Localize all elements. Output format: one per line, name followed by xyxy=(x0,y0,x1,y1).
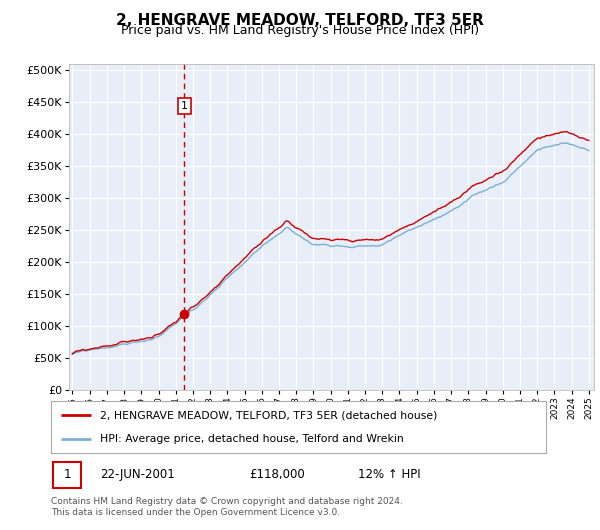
Text: 1: 1 xyxy=(181,101,188,111)
Text: 1: 1 xyxy=(64,469,71,481)
Text: Contains HM Land Registry data © Crown copyright and database right 2024.
This d: Contains HM Land Registry data © Crown c… xyxy=(51,497,403,517)
FancyBboxPatch shape xyxy=(53,462,80,488)
Text: 2, HENGRAVE MEADOW, TELFORD, TF3 5ER (detached house): 2, HENGRAVE MEADOW, TELFORD, TF3 5ER (de… xyxy=(101,410,438,420)
Text: 22-JUN-2001: 22-JUN-2001 xyxy=(101,468,175,481)
Text: £118,000: £118,000 xyxy=(249,468,305,481)
Text: HPI: Average price, detached house, Telford and Wrekin: HPI: Average price, detached house, Telf… xyxy=(101,434,404,444)
Text: 2, HENGRAVE MEADOW, TELFORD, TF3 5ER: 2, HENGRAVE MEADOW, TELFORD, TF3 5ER xyxy=(116,13,484,28)
Text: 12% ↑ HPI: 12% ↑ HPI xyxy=(358,468,421,481)
Text: Price paid vs. HM Land Registry's House Price Index (HPI): Price paid vs. HM Land Registry's House … xyxy=(121,24,479,37)
